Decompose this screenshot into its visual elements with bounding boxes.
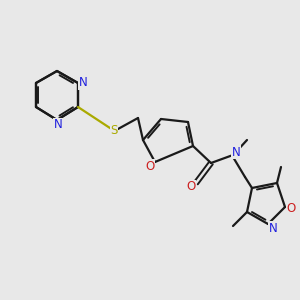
- Text: N: N: [79, 76, 87, 89]
- Text: N: N: [268, 221, 278, 235]
- Text: O: O: [286, 202, 296, 214]
- Text: S: S: [110, 124, 118, 136]
- Text: O: O: [146, 160, 154, 172]
- Text: N: N: [54, 118, 62, 131]
- Text: N: N: [232, 146, 240, 158]
- Text: O: O: [186, 181, 196, 194]
